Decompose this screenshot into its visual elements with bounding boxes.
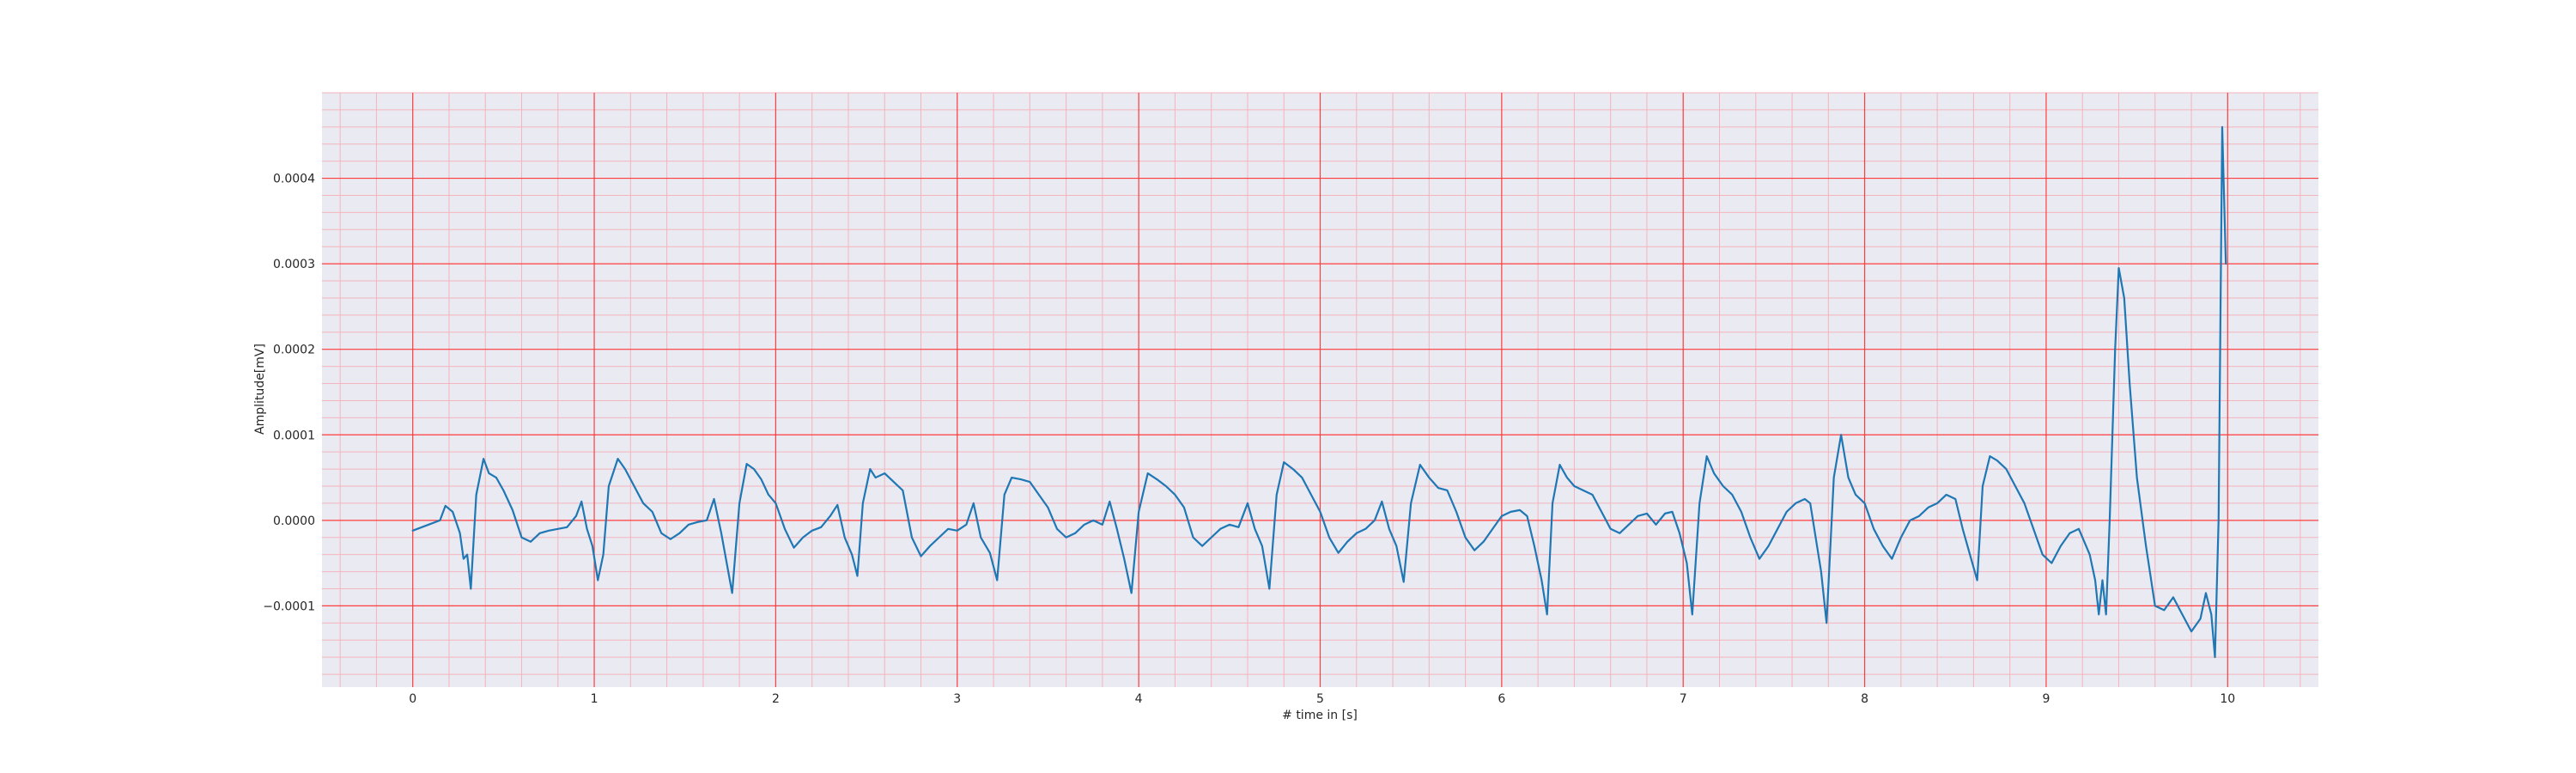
x-tick-label: 4 <box>1135 692 1143 706</box>
x-tick-label: 6 <box>1498 692 1505 706</box>
y-tick-label: 0.0002 <box>273 344 315 357</box>
y-tick-label: 0.0004 <box>273 173 315 186</box>
y-tick-label: 0.0001 <box>273 429 315 442</box>
y-tick-label: −0.0001 <box>263 600 315 613</box>
x-tick-label: 2 <box>772 692 780 706</box>
y-tick-label: 0.0000 <box>273 514 315 528</box>
y-axis-ticks: −0.0001 0.0000 0.0001 0.0002 0.0003 0.0004 <box>263 173 315 614</box>
x-tick-label: 7 <box>1680 692 1687 706</box>
y-axis-label: Amplitude[mV] <box>253 344 267 435</box>
x-tick-label: 10 <box>2220 692 2235 706</box>
x-axis-label: # time in [s] <box>1282 709 1358 722</box>
x-tick-label: 8 <box>1861 692 1868 706</box>
x-tick-label: 0 <box>409 692 416 706</box>
x-tick-label: 9 <box>2042 692 2050 706</box>
x-axis-ticks: 0 1 2 3 4 5 6 7 8 9 10 <box>409 692 2235 706</box>
x-tick-label: 5 <box>1316 692 1324 706</box>
x-tick-label: 3 <box>953 692 961 706</box>
y-tick-label: 0.0003 <box>273 258 315 271</box>
x-tick-label: 1 <box>591 692 598 706</box>
